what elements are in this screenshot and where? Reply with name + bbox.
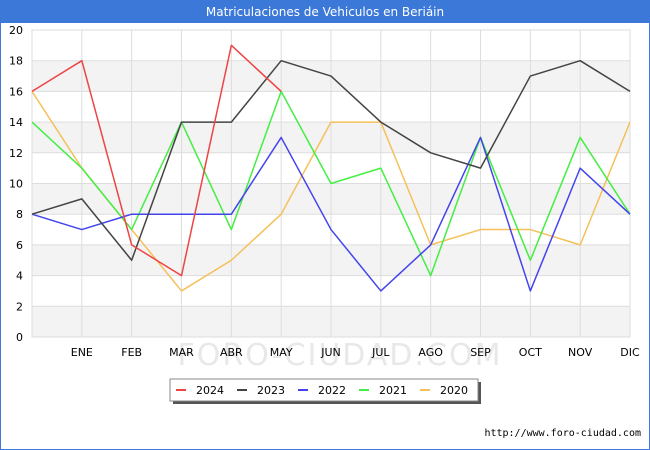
- series-line-2023: [31, 59, 631, 261]
- y-tick-label: 10: [9, 178, 23, 191]
- y-tick-label: 2: [16, 300, 23, 313]
- x-tick-label: AGO: [418, 346, 443, 359]
- y-tick-label: 12: [9, 147, 23, 160]
- grid-lines: [31, 29, 631, 338]
- x-tick-label: ABR: [220, 346, 243, 359]
- series-line-2024: [31, 44, 282, 277]
- x-axis-ticks: ENE FEB MAR ABR MAY JUN JUL AGO SEP OCT NOV DIC: [71, 346, 640, 359]
- legend: 2024 2023 2022 2021 2020: [169, 378, 481, 404]
- x-tick-label: FEB: [121, 346, 142, 359]
- y-tick-label: 4: [16, 270, 23, 283]
- watermark: FORO-CIUDAD.COM: [178, 338, 503, 373]
- y-tick-label: 6: [16, 239, 23, 252]
- y-axis-ticks: 0 2 4 6 8 10 12 14 16 18 20: [9, 24, 23, 344]
- legend-label-2022: 2022: [318, 384, 346, 397]
- y-tick-label: 0: [16, 331, 23, 344]
- y-tick-label: 14: [9, 116, 23, 129]
- y-tick-label: 8: [16, 208, 23, 221]
- series-line-2022: [31, 136, 631, 292]
- x-tick-label: MAR: [169, 346, 194, 359]
- legend-label-2023: 2023: [257, 384, 285, 397]
- series-lines: [31, 44, 631, 292]
- chart-title: Matriculaciones de Vehiculos en Beriáin: [1, 1, 649, 23]
- legend-label-2021: 2021: [379, 384, 407, 397]
- x-tick-label: ENE: [71, 346, 93, 359]
- x-tick-label: JUL: [371, 346, 390, 359]
- x-tick-label: JUN: [320, 346, 341, 359]
- y-tick-label: 16: [9, 85, 23, 98]
- source-credit: http://www.foro-ciudad.com: [484, 428, 641, 439]
- series-line-2021: [31, 90, 631, 277]
- x-tick-label: SEP: [470, 346, 491, 359]
- x-tick-label: NOV: [568, 346, 593, 359]
- x-tick-label: DIC: [620, 346, 640, 359]
- legend-label-2024: 2024: [196, 384, 224, 397]
- x-tick-label: OCT: [519, 346, 542, 359]
- legend-label-2020: 2020: [440, 384, 468, 397]
- legend-box: [169, 378, 479, 402]
- x-tick-label: MAY: [270, 346, 293, 359]
- y-tick-label: 20: [9, 24, 23, 37]
- y-tick-label: 18: [9, 55, 23, 68]
